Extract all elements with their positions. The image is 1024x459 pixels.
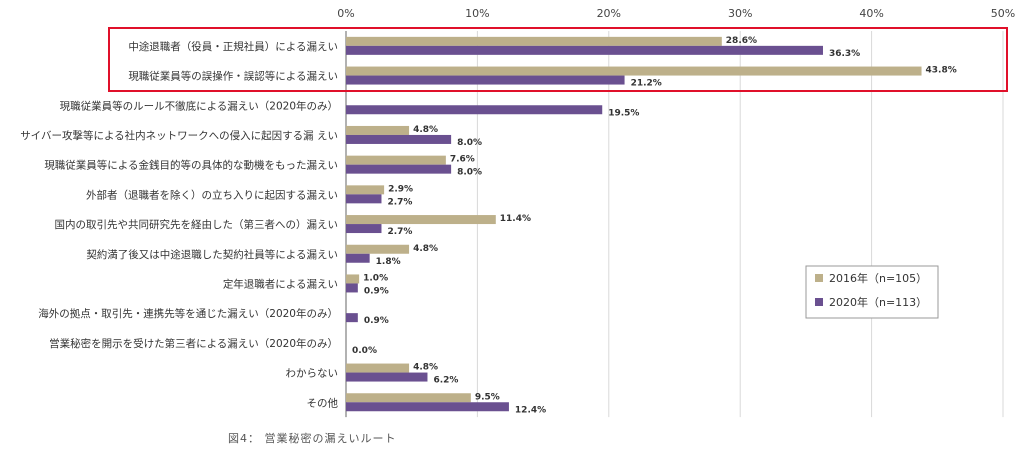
x-tick-label: 0%: [337, 7, 354, 20]
bar-2016: [346, 363, 410, 373]
figure-caption: 図4： 営業秘密の漏えいルート: [228, 431, 397, 445]
category-label: 契約満了後又は中途退職した契約社員等による漏えい: [86, 248, 338, 261]
bar-2020: [346, 313, 358, 323]
x-tick-label: 40%: [859, 7, 883, 20]
data-label: 11.4%: [500, 214, 531, 224]
data-label: 8.0%: [457, 138, 482, 148]
legend-swatch: [815, 274, 823, 282]
bar-2020: [346, 224, 382, 234]
data-label: 0.9%: [364, 286, 389, 296]
data-label: 12.4%: [515, 405, 546, 415]
category-label: 海外の拠点・取引先・連携先等を通じた漏えい（2020年のみ）: [38, 307, 338, 320]
x-tick-label: 20%: [597, 7, 621, 20]
bar-2016: [346, 185, 385, 195]
category-label: サイバー攻撃等による社内ネットワークへの侵入に起因する漏 えい: [20, 129, 338, 142]
data-label: 8.0%: [457, 168, 482, 178]
data-label: 2.9%: [388, 184, 413, 194]
data-label: 0.0%: [352, 346, 377, 356]
bar-2016: [346, 215, 496, 225]
data-label: 36.3%: [829, 49, 860, 59]
data-label: 19.5%: [608, 108, 639, 118]
data-label: 28.6%: [726, 36, 757, 46]
bar-2020: [346, 402, 509, 412]
x-tick-label: 10%: [465, 7, 489, 20]
category-label: 定年退職者による漏えい: [223, 277, 338, 290]
data-label: 1.0%: [363, 273, 388, 283]
x-tick-label: 50%: [991, 7, 1015, 20]
data-label: 0.9%: [364, 316, 389, 326]
legend: [805, 265, 939, 319]
data-label: 2.7%: [387, 227, 412, 237]
bar-2020: [346, 134, 452, 144]
category-label: 営業秘密を開示を受けた第三者による漏えい（2020年のみ）: [49, 337, 338, 350]
bar-2016: [346, 393, 471, 403]
data-label: 9.5%: [475, 392, 500, 402]
bar-2020: [346, 45, 823, 55]
bar-2020: [346, 164, 452, 174]
category-label: 国内の取引先や共同研究先を経由した（第三者への）漏えい: [55, 218, 339, 231]
bar-2020: [346, 194, 382, 204]
category-label: その他: [307, 396, 339, 409]
legend-label: 2020年（n=113）: [829, 295, 927, 309]
bar-2016: [346, 125, 410, 135]
highlight-box: [108, 27, 1008, 92]
data-label: 4.8%: [413, 244, 438, 254]
bar-2020: [346, 372, 428, 382]
bar-2016: [346, 274, 360, 284]
bar-2020: [346, 75, 625, 85]
data-label: 4.8%: [413, 363, 438, 373]
data-label: 43.8%: [926, 66, 957, 76]
category-label: 外部者（退職者を除く）の立ち入りに起因する漏えい: [86, 188, 338, 201]
data-label: 1.8%: [376, 257, 401, 267]
bar-2020: [346, 105, 603, 115]
category-label: 現職従業員等による金銭目的等の具体的な動機をもった漏えい: [44, 159, 338, 172]
data-label: 4.8%: [413, 125, 438, 135]
data-label: 7.6%: [450, 155, 475, 165]
bar-2020: [346, 283, 358, 293]
x-tick-label: 30%: [728, 7, 752, 20]
bar-2016: [346, 36, 722, 46]
legend-swatch: [815, 298, 823, 306]
category-label: 中途退職者（役員・正規社員）による漏えい: [128, 40, 338, 53]
data-label: 6.2%: [433, 376, 458, 386]
bar-2016: [346, 66, 922, 76]
bar-2020: [346, 253, 370, 263]
data-label: 2.7%: [387, 197, 412, 207]
category-label: 現職従業員等のルール不徹底による漏えい（2020年のみ）: [60, 99, 338, 112]
data-label: 21.2%: [631, 79, 662, 89]
category-label: わからない: [286, 368, 339, 380]
bar-2016: [346, 244, 410, 254]
bar-2016: [346, 155, 446, 165]
legend-label: 2016年（n=105）: [829, 271, 927, 285]
category-label: 現職従業員等の誤操作・誤認等による漏えい: [128, 70, 338, 83]
